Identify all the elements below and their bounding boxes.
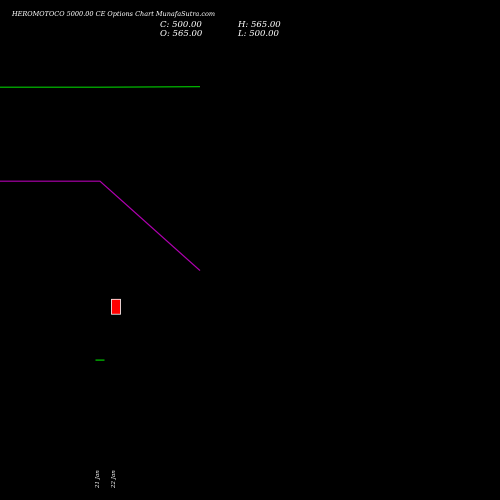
date-label: 22 Jan	[111, 470, 117, 489]
indicator-lines	[0, 86, 201, 272]
date-label: 21 Jan	[95, 470, 101, 489]
date-labels: 21 Jan 22 Jan	[95, 470, 117, 489]
close-readout: C: 500.00	[160, 20, 202, 30]
low-readout: L: 500.00	[237, 29, 280, 39]
open-readout: O: 565.00	[160, 29, 203, 39]
chart-title: HEROMOTOCO 5000.00 CE Options Chart Muna…	[11, 10, 215, 18]
candles	[95, 298, 121, 361]
green-indicator-line	[0, 86, 201, 88]
high-readout: H: 565.00	[237, 20, 281, 30]
magenta-indicator-line	[0, 180, 201, 272]
candle-22-jan	[111, 298, 121, 315]
